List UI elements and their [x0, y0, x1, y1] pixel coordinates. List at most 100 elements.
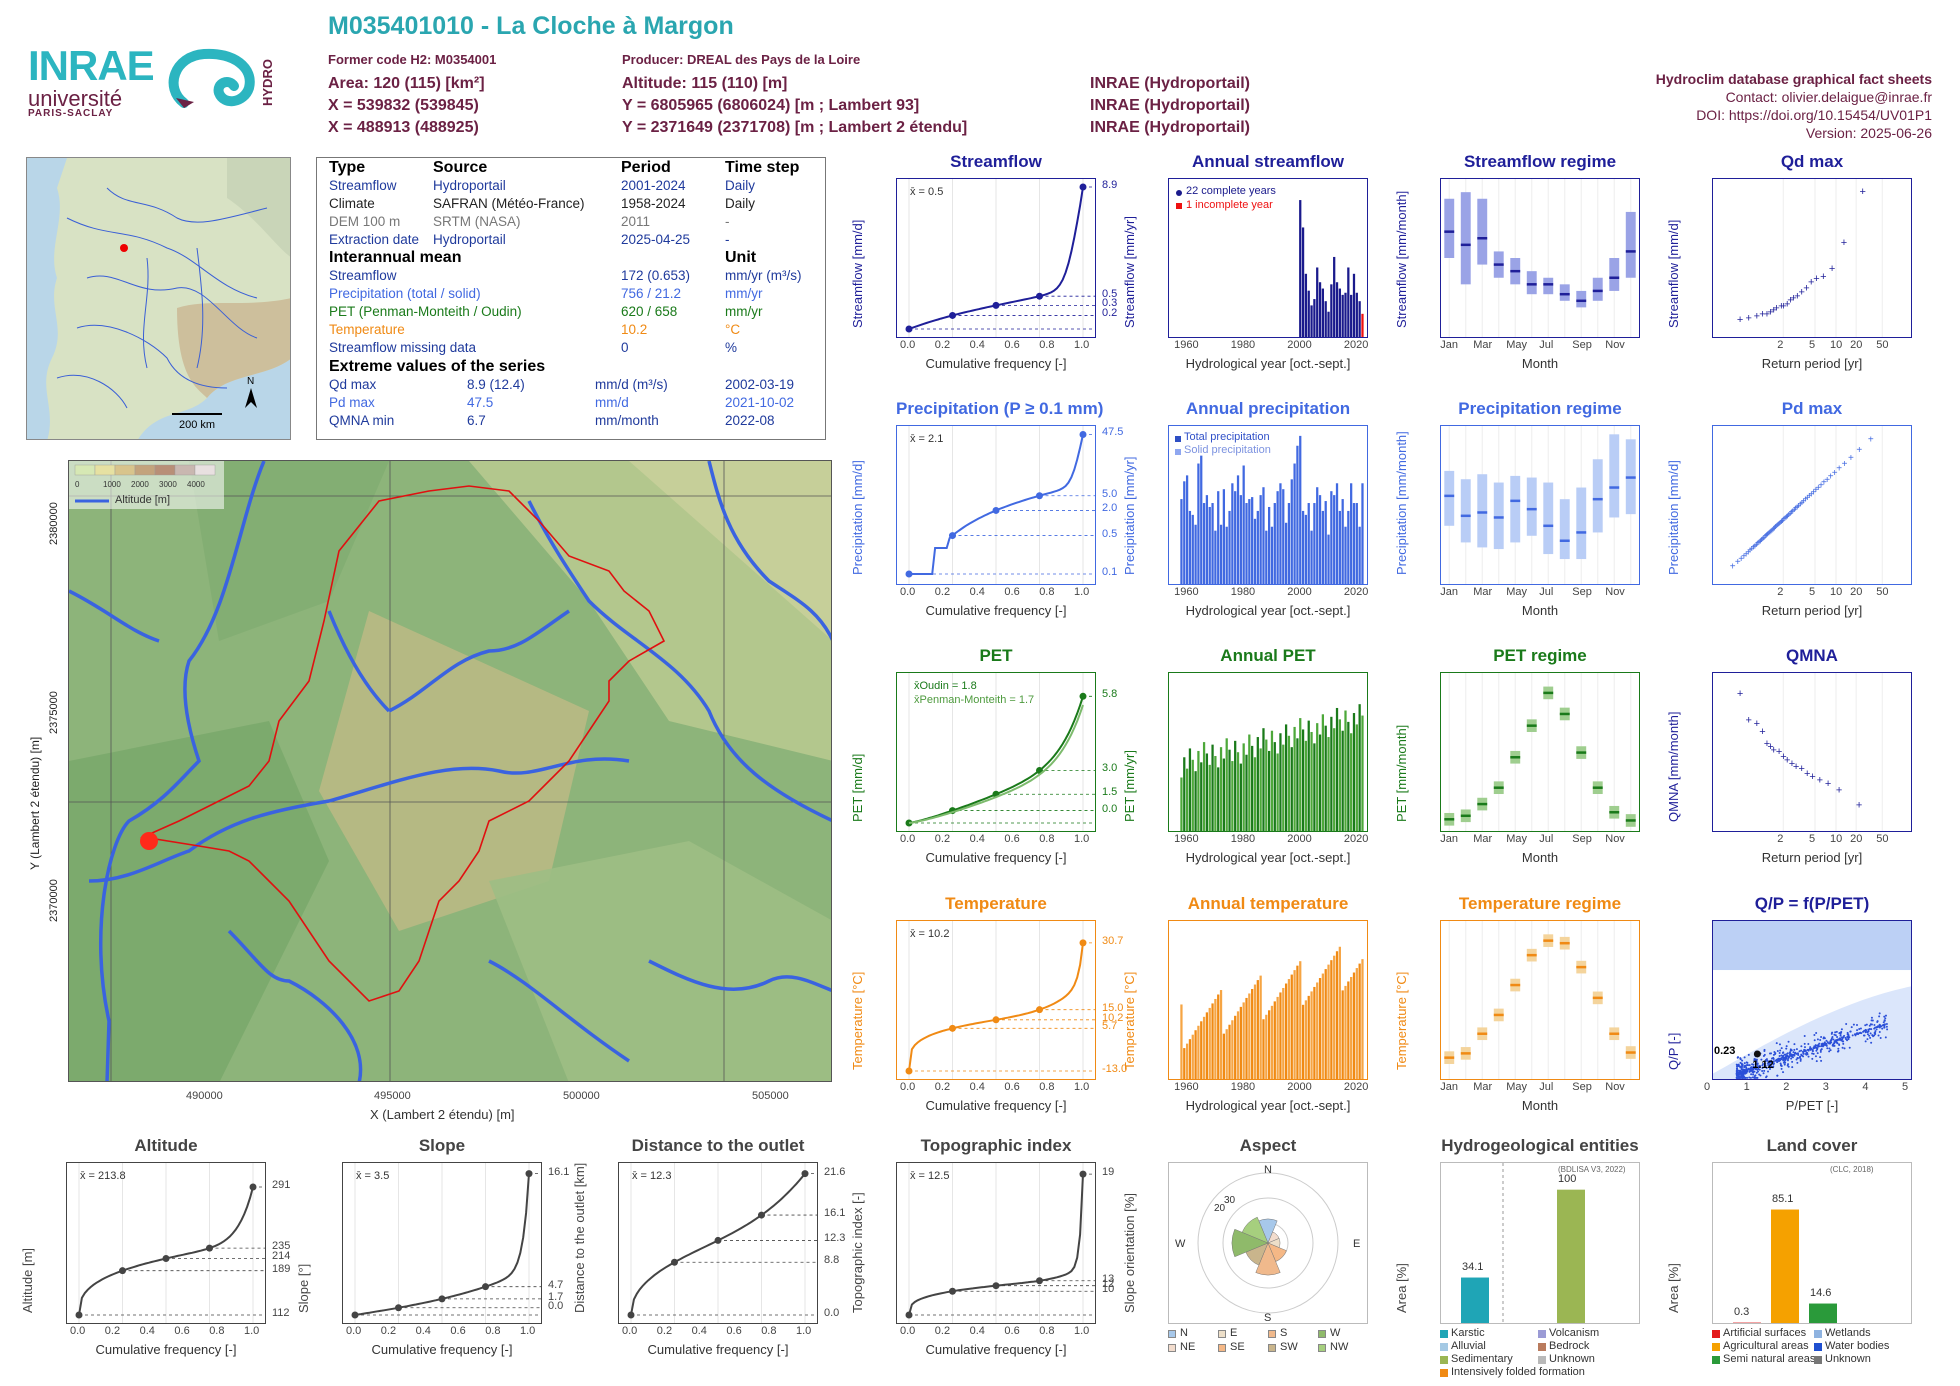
land_cover-plot	[1712, 1162, 1912, 1324]
qp-point	[1878, 1015, 1881, 1018]
xtick: Nov	[1605, 833, 1625, 845]
pdmax-point: +	[1818, 480, 1824, 491]
streamflow-bar	[1338, 288, 1341, 337]
streamflow_regime-title: Streamflow regime	[1463, 152, 1617, 171]
hydrogeo-value: 34.1	[1462, 1260, 1484, 1273]
xtick: 1960	[1174, 1081, 1199, 1093]
qp-point	[1854, 1034, 1857, 1037]
pdmax-point: +	[1774, 521, 1780, 532]
qp-point	[1799, 1059, 1802, 1062]
slope-quantile-point	[525, 1170, 533, 1178]
qp-point	[1772, 1062, 1775, 1065]
qp-point	[1736, 1069, 1739, 1072]
precip-bar	[1228, 510, 1231, 584]
extreme-cell: Qd max	[329, 377, 377, 392]
qp-point	[1833, 1044, 1836, 1047]
qp_ppet-xlabel: P/PET [-]	[1785, 1098, 1839, 1113]
qp-point	[1814, 1055, 1817, 1058]
pdmax-point: +	[1791, 505, 1797, 516]
xtick: 1960	[1174, 586, 1199, 598]
qp-point	[1869, 1036, 1872, 1039]
legend-complete: 22 complete years	[1186, 185, 1276, 197]
temp_fdc-quantile-point	[992, 1016, 1000, 1024]
annual_pet-bar	[1301, 729, 1305, 831]
qp-point	[1746, 1076, 1749, 1079]
annual_pet-bar	[1191, 759, 1194, 831]
annual_temp-bar	[1191, 1034, 1194, 1079]
qp-point	[1796, 1061, 1799, 1064]
qp-point	[1823, 1042, 1826, 1045]
qp-point	[1790, 1054, 1793, 1057]
precip_regime-box	[1444, 470, 1455, 526]
precip-bar	[1219, 524, 1223, 584]
qp-point	[1812, 1052, 1815, 1055]
xtick: 0.6	[174, 1325, 190, 1337]
qp-point	[1846, 1033, 1849, 1036]
xtick: 2	[1777, 586, 1784, 598]
xtick: 0.0	[346, 1325, 362, 1337]
doi-link[interactable]: DOI: https://doi.org/10.15454/UV01P1	[1696, 107, 1932, 123]
hydrogeo-legend-label: Sedimentary	[1451, 1353, 1513, 1365]
xtick: Mar	[1473, 586, 1493, 598]
right-tick: 13	[1102, 1272, 1115, 1285]
qmna-point: +	[1804, 768, 1810, 780]
annual_pet-bar	[1310, 731, 1313, 831]
xtick: 50	[1876, 833, 1889, 845]
annual_temp-bar	[1248, 993, 1251, 1079]
xtick: 2020	[1343, 586, 1369, 598]
annual_temp-svg	[1180, 946, 1364, 1079]
x-l93: X = 539832 (539845)	[328, 97, 479, 114]
info-row-cell: Climate	[329, 196, 375, 211]
qdmax-point: +	[1820, 271, 1826, 283]
qmna-point: +	[1754, 718, 1760, 730]
qp-point	[1791, 1060, 1794, 1063]
pdmax-point: +	[1796, 501, 1802, 512]
annual_temp-bar	[1273, 1001, 1276, 1079]
pdmax-point: +	[1757, 536, 1763, 547]
xtick: Sep	[1572, 339, 1592, 351]
precip-bar	[1194, 524, 1197, 584]
qp-point	[1873, 1027, 1876, 1030]
qp-point	[1856, 1029, 1859, 1032]
annual_temp-bar	[1197, 1025, 1200, 1079]
precip-bar	[1217, 491, 1220, 584]
annual_temp-bar	[1284, 983, 1288, 1079]
overview-map: 200 km N	[26, 157, 291, 440]
precip-bar	[1234, 491, 1237, 584]
qp-point	[1791, 1066, 1794, 1069]
legend-total: Total precipitation	[1184, 431, 1270, 443]
temp_fdc-svg	[905, 921, 1095, 1079]
xtick: 0.2	[656, 1325, 673, 1337]
qp-point	[1742, 1069, 1745, 1072]
annual_pet-bar	[1188, 748, 1192, 831]
annual_temp-bar	[1333, 955, 1336, 1079]
qp-point	[1803, 1048, 1806, 1051]
distance-mean: x̄ = 12.3	[632, 1170, 672, 1182]
qp-point	[1749, 1076, 1752, 1079]
precip_fdc-quantile-point	[949, 532, 956, 540]
annual_pet-bar	[1211, 744, 1214, 831]
aspect-legend-label: SE	[1230, 1341, 1245, 1353]
streamflow_fdc-quantile-point	[992, 301, 1000, 309]
qp-point	[1873, 1024, 1876, 1027]
precip_fdc-svg	[905, 426, 1095, 584]
streamflow_regime-box	[1477, 198, 1488, 265]
map-ytick: 2370000	[48, 879, 60, 922]
qp-point	[1785, 1055, 1788, 1058]
annual_temp-bar	[1236, 1011, 1240, 1079]
qp-point	[1852, 1023, 1855, 1026]
qp-point	[1763, 1065, 1766, 1068]
annual_pet-bar	[1279, 733, 1282, 831]
temp_regime-svg	[1444, 921, 1636, 1079]
slope-quantile-point	[438, 1295, 446, 1303]
qmna-point: +	[1746, 715, 1752, 727]
qd_max-xlabel: Return period [yr]	[1761, 356, 1863, 371]
annual_temp-bar	[1234, 1015, 1237, 1079]
qp-point	[1816, 1038, 1819, 1041]
qmna-point: +	[1771, 745, 1777, 757]
annual_pet-bar	[1304, 740, 1308, 831]
annual_temp-bar	[1347, 981, 1350, 1079]
qmna-point: +	[1767, 741, 1773, 753]
annual_temp-bar	[1214, 998, 1217, 1079]
